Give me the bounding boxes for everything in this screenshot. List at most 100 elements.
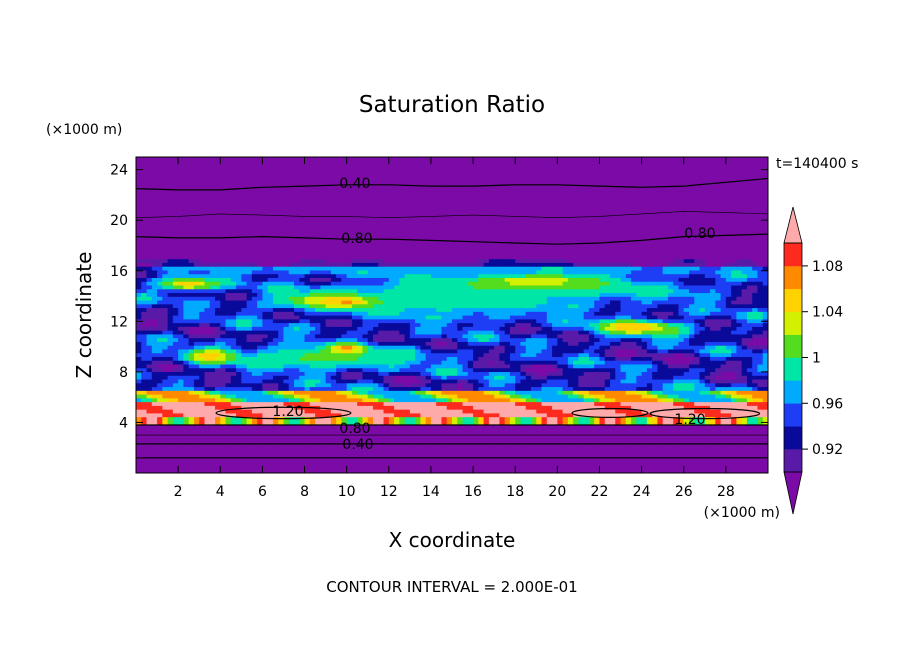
field-cell	[209, 397, 216, 403]
field-cell	[499, 457, 506, 463]
field-cell	[541, 367, 548, 373]
field-cell	[357, 469, 364, 473]
field-cell	[388, 333, 395, 339]
field-cell	[420, 416, 427, 421]
field-cell	[604, 390, 611, 395]
field-cell	[478, 450, 485, 455]
field-cell	[220, 427, 227, 433]
field-cell	[704, 352, 711, 357]
field-cell	[167, 424, 174, 429]
field-cell	[509, 397, 516, 403]
field-cell	[736, 348, 743, 354]
field-cell	[225, 382, 232, 388]
field-cell	[736, 465, 743, 470]
field-cell	[383, 469, 390, 473]
field-cell	[172, 424, 179, 429]
field-cell	[531, 420, 537, 425]
field-cell	[604, 367, 611, 373]
field-cell	[309, 356, 316, 361]
field-cell	[304, 356, 311, 361]
field-cell	[373, 469, 379, 473]
field-cell	[220, 424, 227, 429]
field-cell	[657, 424, 664, 429]
field-cell	[515, 442, 522, 448]
field-cell	[546, 333, 553, 339]
field-cell	[488, 416, 495, 421]
field-cell	[552, 386, 558, 391]
field-cell	[415, 345, 421, 350]
field-cell	[299, 390, 306, 395]
field-cell	[462, 442, 469, 448]
field-cell	[267, 352, 274, 357]
field-cell	[536, 356, 543, 361]
field-cell	[436, 439, 443, 444]
field-cell	[220, 454, 227, 459]
field-cell	[578, 469, 585, 473]
field-cell	[209, 446, 216, 452]
field-cell	[272, 450, 279, 455]
field-cell	[610, 465, 616, 470]
field-cell	[499, 333, 506, 339]
field-cell	[172, 326, 179, 331]
field-cell	[715, 397, 722, 403]
field-cell	[183, 394, 190, 399]
field-cell	[731, 465, 737, 470]
field-cell	[262, 375, 269, 380]
field-cell	[683, 345, 690, 350]
field-cell	[457, 333, 464, 339]
field-cell	[636, 371, 643, 376]
field-cell	[541, 457, 548, 463]
field-cell	[188, 469, 195, 473]
field-cell	[430, 405, 437, 410]
field-cell	[494, 360, 500, 365]
field-cell	[262, 454, 269, 459]
field-cell	[309, 435, 316, 440]
field-cell	[230, 352, 237, 357]
field-cell	[452, 341, 458, 346]
field-cell	[683, 424, 690, 429]
field-cell	[494, 431, 500, 436]
field-cell	[557, 409, 564, 414]
field-cell	[552, 322, 558, 327]
field-cell	[341, 378, 348, 384]
field-cell	[325, 457, 332, 463]
field-cell	[562, 446, 569, 452]
field-cell	[193, 424, 200, 429]
field-cell	[167, 397, 174, 403]
field-cell	[351, 382, 358, 388]
field-cell	[667, 356, 674, 361]
field-cell	[346, 348, 353, 354]
field-cell	[604, 454, 611, 459]
field-cell	[746, 330, 753, 335]
field-cell	[325, 318, 332, 324]
field-cell	[762, 333, 768, 339]
field-cell	[420, 326, 427, 331]
field-cell	[604, 378, 611, 384]
field-cell	[330, 341, 337, 346]
field-cell	[315, 401, 321, 406]
field-cell	[652, 439, 658, 444]
field-cell	[710, 363, 716, 369]
field-cell	[330, 345, 337, 350]
field-cell	[499, 382, 506, 388]
field-cell	[599, 442, 606, 448]
field-cell	[151, 337, 158, 342]
field-cell	[583, 405, 590, 410]
field-cell	[736, 352, 743, 357]
field-cell	[725, 461, 732, 467]
field-cell	[330, 416, 337, 421]
field-cell	[178, 405, 184, 410]
field-cell	[162, 412, 169, 418]
field-cell	[731, 333, 737, 339]
field-cell	[531, 401, 537, 406]
field-cell	[299, 397, 306, 403]
field-cell	[320, 382, 327, 388]
field-cell	[646, 326, 653, 331]
field-cell	[272, 352, 279, 357]
field-cell	[588, 322, 595, 327]
field-cell	[215, 382, 221, 388]
field-cell	[573, 424, 579, 429]
field-cell	[657, 322, 664, 327]
field-cell	[430, 457, 437, 463]
field-cell	[278, 378, 285, 384]
